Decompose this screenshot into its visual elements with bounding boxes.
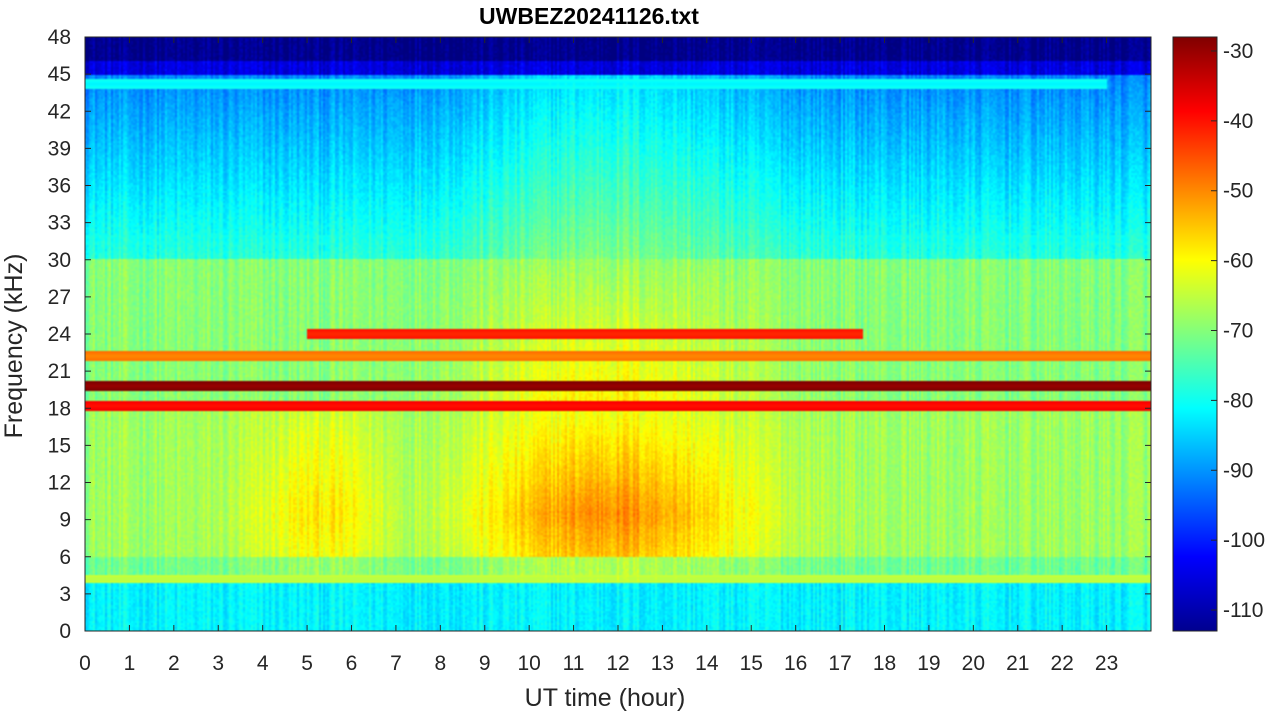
chart-title: UWBEZ20241126.txt: [479, 3, 699, 29]
colorbar-tick-label: -90: [1223, 459, 1253, 482]
y-tick-label: 30: [48, 249, 71, 272]
y-tick-label: 42: [48, 100, 71, 123]
y-tick-label: 12: [48, 472, 71, 495]
x-tick-label: 4: [257, 652, 269, 675]
y-tick-label: 21: [48, 360, 71, 383]
x-axis-label: UT time (hour): [525, 684, 686, 712]
x-tick-label: 20: [962, 652, 985, 675]
x-tick-label: 18: [873, 652, 896, 675]
y-tick-label: 27: [48, 286, 71, 309]
colorbar-tick-label: -80: [1223, 389, 1253, 412]
x-tick-label: 22: [1050, 652, 1073, 675]
y-tick-label: 24: [48, 323, 72, 346]
y-tick-label: 33: [48, 212, 71, 235]
spectrogram-heatmap: [85, 37, 1151, 631]
colorbar-ticks: -30 -40 -50 -60 -70 -80 -90 -100 -110: [1211, 40, 1265, 622]
x-tick-label: 17: [828, 652, 851, 675]
colorbar-tick-label: -40: [1223, 110, 1253, 133]
x-tick-label: 10: [517, 652, 540, 675]
x-tick-label: 13: [651, 652, 674, 675]
x-axis: 0 1 2 3 4 5 6 7 8 9 10 11 12 13 14 15 16 17 18 19 20 21 22 23: [79, 37, 1118, 675]
x-tick-label: 5: [301, 652, 313, 675]
y-tick-label: 15: [48, 434, 71, 457]
x-tick-label: 0: [79, 652, 91, 675]
y-tick-label: 36: [48, 175, 71, 198]
x-tick-label: 6: [346, 652, 358, 675]
colorbar-tick-label: -50: [1223, 180, 1253, 203]
x-tick-label: 19: [917, 652, 940, 675]
x-tick-label: 11: [563, 652, 585, 675]
colorbar: -30 -40 -50 -60 -70 -80 -90 -100 -110: [1172, 36, 1265, 632]
x-tick-label: 2: [168, 652, 180, 675]
x-tick-label: 9: [479, 652, 491, 675]
y-tick-label: 0: [59, 620, 71, 643]
colorbar-tick-label: -110: [1223, 599, 1263, 622]
y-tick-label: 18: [48, 397, 71, 420]
colorbar-tick-label: -100: [1223, 529, 1265, 552]
colorbar-tick-label: -30: [1223, 40, 1253, 63]
x-tick-label: 15: [740, 652, 763, 675]
x-tick-label: 3: [212, 652, 224, 675]
y-tick-label: 48: [48, 26, 71, 49]
y-tick-label: 9: [59, 509, 71, 532]
y-tick-label: 39: [48, 137, 71, 160]
x-tick-label: 8: [434, 652, 446, 675]
y-axis-label: Frequency (kHz): [0, 254, 28, 439]
colorbar-gradient: [1172, 36, 1218, 632]
x-tick-label: 16: [784, 652, 807, 675]
x-tick-label: 1: [124, 652, 136, 675]
y-tick-label: 6: [59, 546, 71, 569]
y-tick-label: 3: [59, 583, 71, 606]
y-tick-label: 45: [48, 63, 71, 86]
colorbar-tick-label: -70: [1223, 320, 1253, 343]
x-tick-label: 21: [1006, 652, 1029, 675]
x-tick-label: 14: [695, 652, 719, 675]
x-tick-label: 12: [606, 652, 629, 675]
colorbar-tick-label: -60: [1223, 250, 1253, 273]
x-tick-label: 23: [1095, 652, 1118, 675]
spectrogram-plot-area: [84, 36, 1152, 632]
x-tick-label: 7: [390, 652, 402, 675]
